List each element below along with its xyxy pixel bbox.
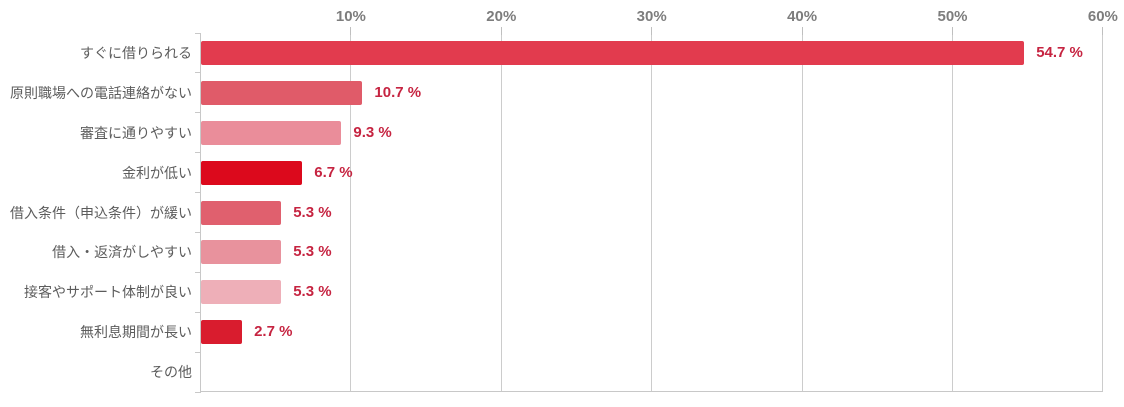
y-axis-tick [194, 72, 201, 74]
value-label: 5.3 % [293, 283, 332, 301]
x-axis-tick [651, 27, 653, 35]
bar [201, 320, 242, 345]
bar [201, 120, 341, 145]
y-axis-tick [194, 391, 201, 393]
value-label: 5.3 % [293, 243, 332, 261]
value-label: 2.7 % [254, 323, 293, 341]
y-axis-tick [194, 32, 201, 34]
bar [201, 160, 302, 185]
bar [201, 200, 281, 225]
y-axis-tick [194, 351, 201, 353]
value-label: 5.3 % [293, 203, 332, 221]
bar [201, 40, 1024, 65]
category-label: 借入条件（申込条件）が緩い [10, 204, 192, 221]
x-axis-tick [500, 27, 502, 35]
x-axis-baseline [200, 391, 1104, 392]
x-axis-tick [350, 27, 352, 35]
gridline [952, 33, 953, 392]
x-axis-tick-label: 20% [486, 8, 517, 25]
y-axis-tick [194, 271, 201, 273]
gridline [801, 33, 803, 392]
y-axis-tick [194, 311, 201, 313]
category-label: その他 [150, 364, 192, 381]
value-label: 54.7 % [1036, 43, 1083, 61]
x-axis-tick-label: 30% [636, 8, 667, 25]
x-axis-tick [952, 27, 953, 35]
category-label: 金利が低い [122, 164, 192, 181]
x-axis-tick-label: 60% [1087, 8, 1118, 25]
bar [201, 280, 281, 305]
category-label: 審査に通りやすい [80, 124, 192, 141]
x-axis-tick-label: 40% [787, 8, 818, 25]
y-axis-tick [194, 152, 201, 154]
x-axis-tick-label: 50% [937, 8, 968, 25]
category-label: 原則職場への電話連絡がない [10, 84, 192, 101]
y-axis-tick [194, 231, 201, 233]
gridline [1102, 33, 1104, 392]
x-axis-tick [801, 27, 803, 35]
gridline [500, 33, 502, 392]
x-axis-tick [1102, 27, 1104, 35]
bar [201, 240, 281, 265]
value-label: 6.7 % [314, 163, 353, 181]
gridline [651, 33, 653, 392]
bar [201, 80, 362, 105]
y-axis-tick [194, 112, 201, 114]
y-axis-line [200, 33, 201, 392]
category-label: 借入・返済がしやすい [52, 244, 192, 261]
category-label: 接客やサポート体制が良い [24, 284, 192, 301]
value-label: 10.7 % [374, 83, 422, 101]
x-axis-tick-label: 10% [335, 8, 366, 25]
category-label: すぐに借りられる [80, 44, 192, 61]
y-axis-tick [194, 192, 201, 194]
value-label: 9.3 % [353, 123, 392, 141]
gridline [350, 33, 352, 392]
category-label: 無利息期間が長い [80, 324, 192, 341]
